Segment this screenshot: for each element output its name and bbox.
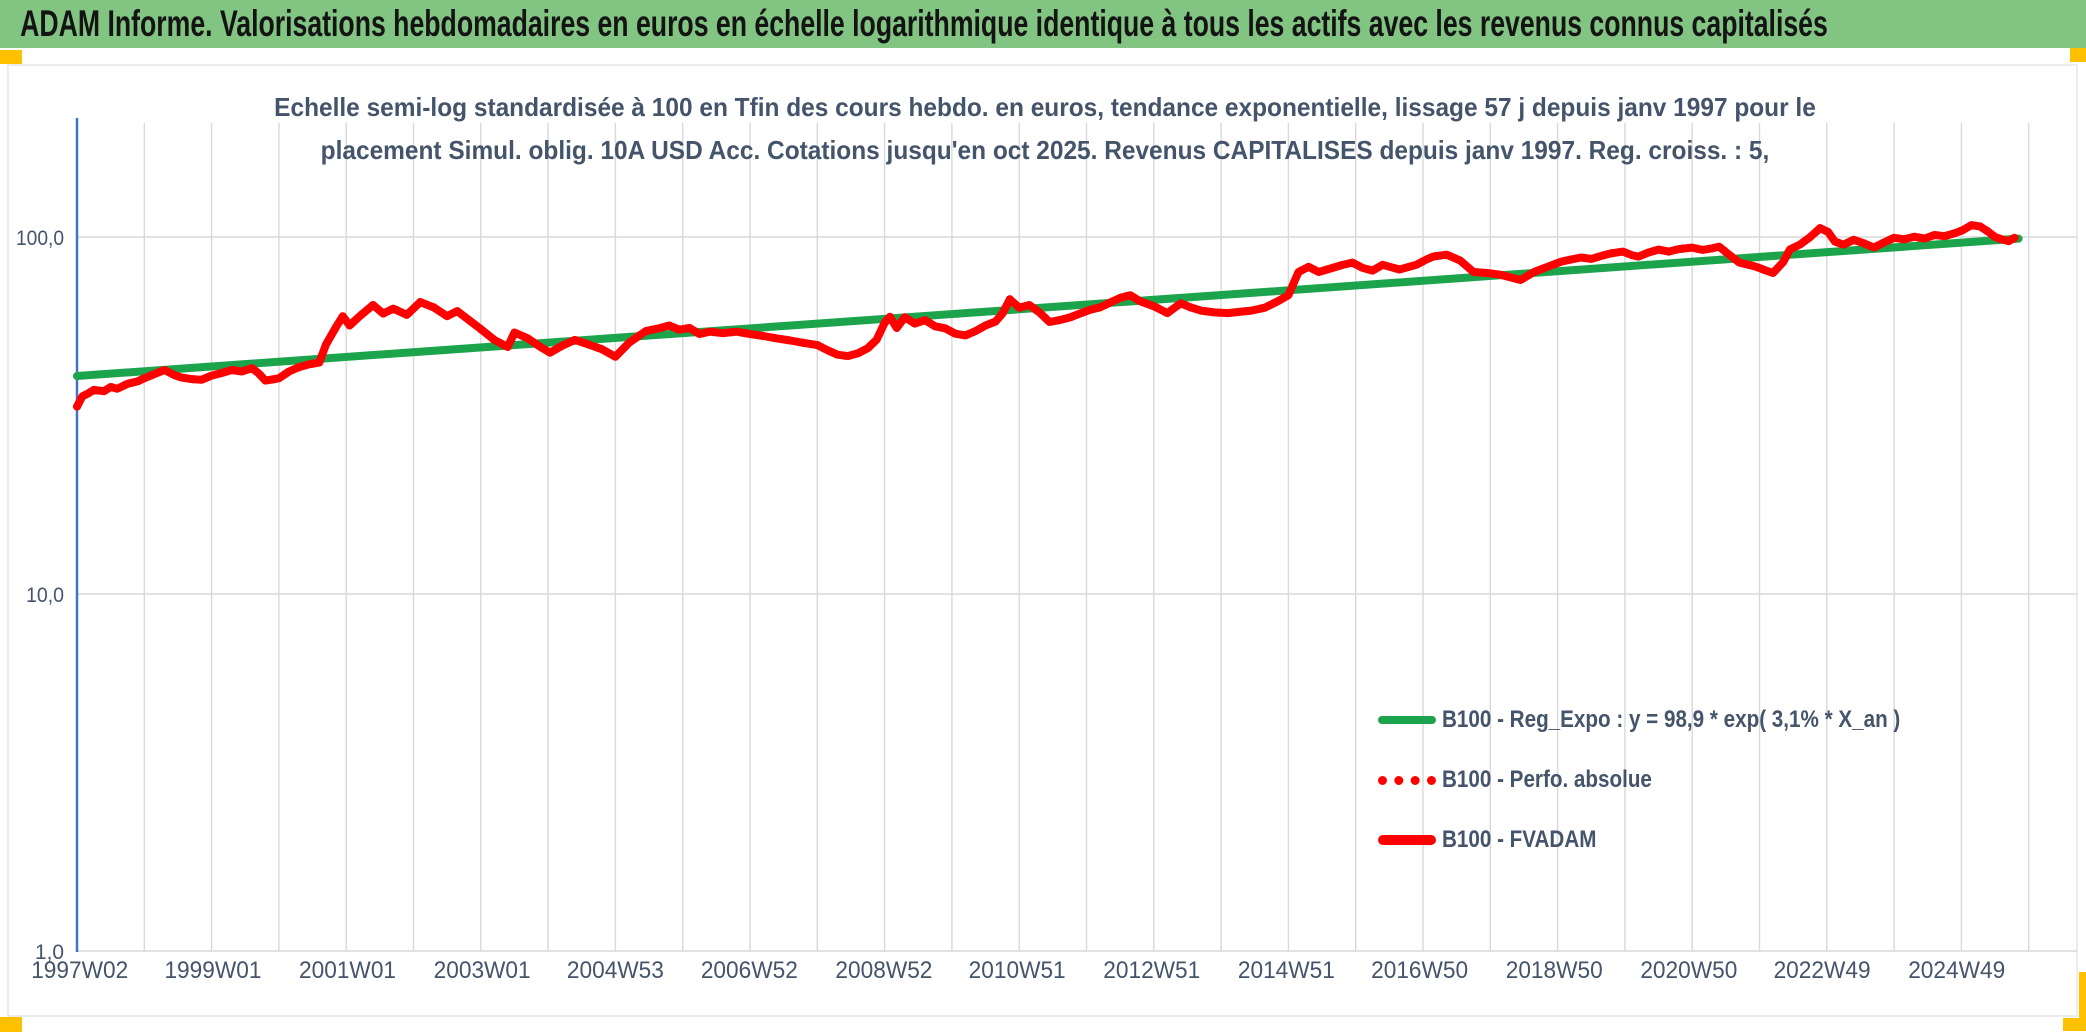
x-axis-tick-labels: 1997W02 1999W01 2001W01 2003W01 2004W53 2006W…: [31, 957, 2005, 984]
red-dotted-line-icon: [1378, 775, 1436, 785]
x-axis-tick-label: 2006W52: [701, 957, 798, 984]
x-axis-tick-label: 2012W51: [1103, 957, 1200, 984]
x-axis-tick-label: 2016W50: [1371, 957, 1468, 984]
legend-item-fvadam: B100 - FVADAM: [1378, 810, 1975, 870]
legend-item-perfo-absolue: B100 - Perfo. absolue: [1378, 750, 1975, 810]
x-axis-tick-label: 2008W52: [835, 957, 932, 984]
x-axis-tick-label: 2024W49: [1908, 957, 2005, 984]
x-axis-tick-label: 2001W01: [299, 957, 396, 984]
series-lines: [73, 221, 2023, 411]
x-axis-tick-label: 2004W53: [567, 957, 664, 984]
horizontal-gridlines: [77, 236, 2077, 952]
legend-label-perfo-absolue: B100 - Perfo. absolue: [1442, 766, 1652, 793]
header-banner: ADAM Informe. Valorisations hebdomadaire…: [0, 0, 2086, 48]
red-solid-line-icon: [1378, 835, 1436, 845]
green-solid-line-icon: [1378, 716, 1436, 724]
legend-label-fvadam: B100 - FVADAM: [1442, 826, 1597, 853]
accent-right-strip: [2079, 972, 2086, 1018]
legend: B100 - Reg_Expo : y = 98,9 * exp( 3,1% *…: [1378, 690, 1975, 870]
x-axis-tick-label: 2003W01: [434, 957, 531, 984]
accent-top-right: [2070, 48, 2086, 62]
vertical-gridlines: [143, 123, 2030, 951]
y-axis-tick-label: 1,0: [35, 941, 64, 964]
legend-label-reg-expo: B100 - Reg_Expo : y = 98,9 * exp( 3,1% *…: [1442, 706, 1901, 733]
x-axis-tick-label: 1999W01: [164, 957, 261, 984]
chart-title-line1: Echelle semi-log standardisée à 100 en T…: [274, 92, 1816, 122]
chart-title: Echelle semi-log standardisée à 100 en T…: [204, 86, 1887, 172]
x-axis-tick-label: 2014W51: [1238, 957, 1335, 984]
y-axis-tick-label: 10,0: [26, 584, 64, 607]
chart-border: [7, 64, 2078, 1017]
y-axis-tick-labels: 100,0 10,0 1,0: [16, 227, 64, 964]
header-title: ADAM Informe. Valorisations hebdomadaire…: [20, 3, 1828, 44]
accent-bottom-left: [0, 1017, 22, 1032]
chart-plot-area: 1997W02 1999W01 2001W01 2003W01 2004W53 2006W…: [7, 64, 2078, 1017]
x-axis-tick-label: 1997W02: [31, 957, 128, 984]
x-axis-tick-label: 2020W50: [1640, 957, 1737, 984]
accent-bottom-right: [2063, 1018, 2086, 1031]
accent-top-left: [0, 50, 22, 64]
x-axis-tick-label: 2010W51: [969, 957, 1066, 984]
y-axis-tick-label: 100,0: [16, 227, 64, 250]
series-line-reg-expo: [73, 234, 2023, 380]
x-axis-tick-label: 2018W50: [1506, 957, 1603, 984]
series-line-fvadam: [73, 221, 2019, 411]
chart-title-line2: placement Simul. oblig. 10A USD Acc. Cot…: [320, 135, 1770, 165]
x-axis-tick-label: 2022W49: [1774, 957, 1871, 984]
legend-item-reg-expo: B100 - Reg_Expo : y = 98,9 * exp( 3,1% *…: [1378, 690, 1975, 750]
